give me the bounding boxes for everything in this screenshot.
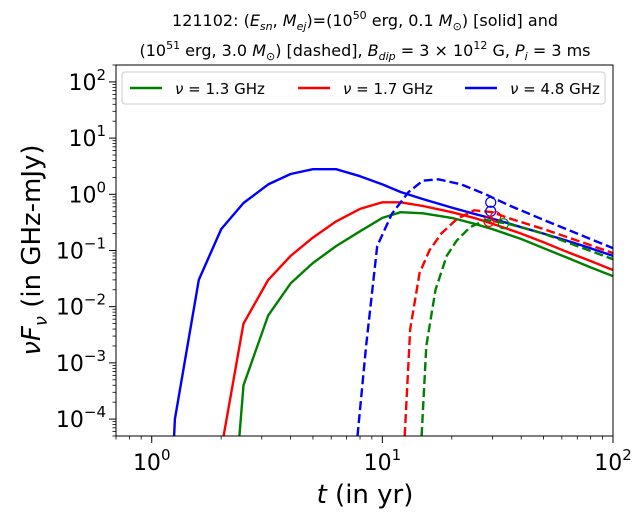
- x-axis-label: t (in yr): [317, 480, 414, 510]
- legend-label: ν = 1.3 GHz: [175, 80, 265, 98]
- chart-title-line-2: (1051 erg, 3.0 M⊙) [dashed], Bdip = 3 × …: [139, 39, 590, 63]
- x-tick-label: 101: [364, 446, 402, 476]
- marker-layer: [483, 196, 510, 230]
- axis-ticks: 100 101 102 10−4 10−3 10−2 10−1 100 101 102: [56, 64, 632, 476]
- x-tick-label: 100: [133, 446, 171, 476]
- x-tick-label: 102: [594, 446, 632, 476]
- legend-box: [121, 71, 606, 105]
- y-tick-label: 100: [68, 178, 106, 208]
- series-line-dashed-3: [420, 218, 613, 436]
- legend-label: ν = 4.8 GHz: [510, 80, 600, 98]
- series-line-1: [222, 201, 613, 436]
- data-marker: [490, 211, 502, 223]
- plot-frame: [115, 64, 614, 437]
- data-marker: [485, 196, 497, 208]
- data-marker: [497, 218, 510, 230]
- series-layer: [172, 167, 613, 436]
- chart-title-line-1: 121102: (Esn, Mej)=(1050 erg, 0.1 M⊙) [s…: [172, 9, 558, 33]
- y-axis-label: νFν (in GHz-mJy): [17, 144, 52, 355]
- y-tick-label: 10−3: [56, 347, 106, 377]
- legend: ν = 1.3 GHz ν = 1.7 GHz ν = 4.8 GHz: [121, 71, 606, 105]
- y-tick-label: 10−1: [56, 235, 106, 265]
- series-line-dashed-5: [356, 178, 613, 436]
- y-tick-label: 10−4: [56, 403, 106, 433]
- series-line-dashed-4: [403, 209, 613, 436]
- series-line-2: [172, 167, 613, 436]
- legend-label: ν = 1.7 GHz: [343, 80, 433, 98]
- y-tick-label: 102: [68, 66, 106, 96]
- series-line-0: [238, 210, 613, 436]
- y-tick-label: 10−2: [56, 291, 106, 321]
- y-tick-label: 101: [68, 122, 106, 152]
